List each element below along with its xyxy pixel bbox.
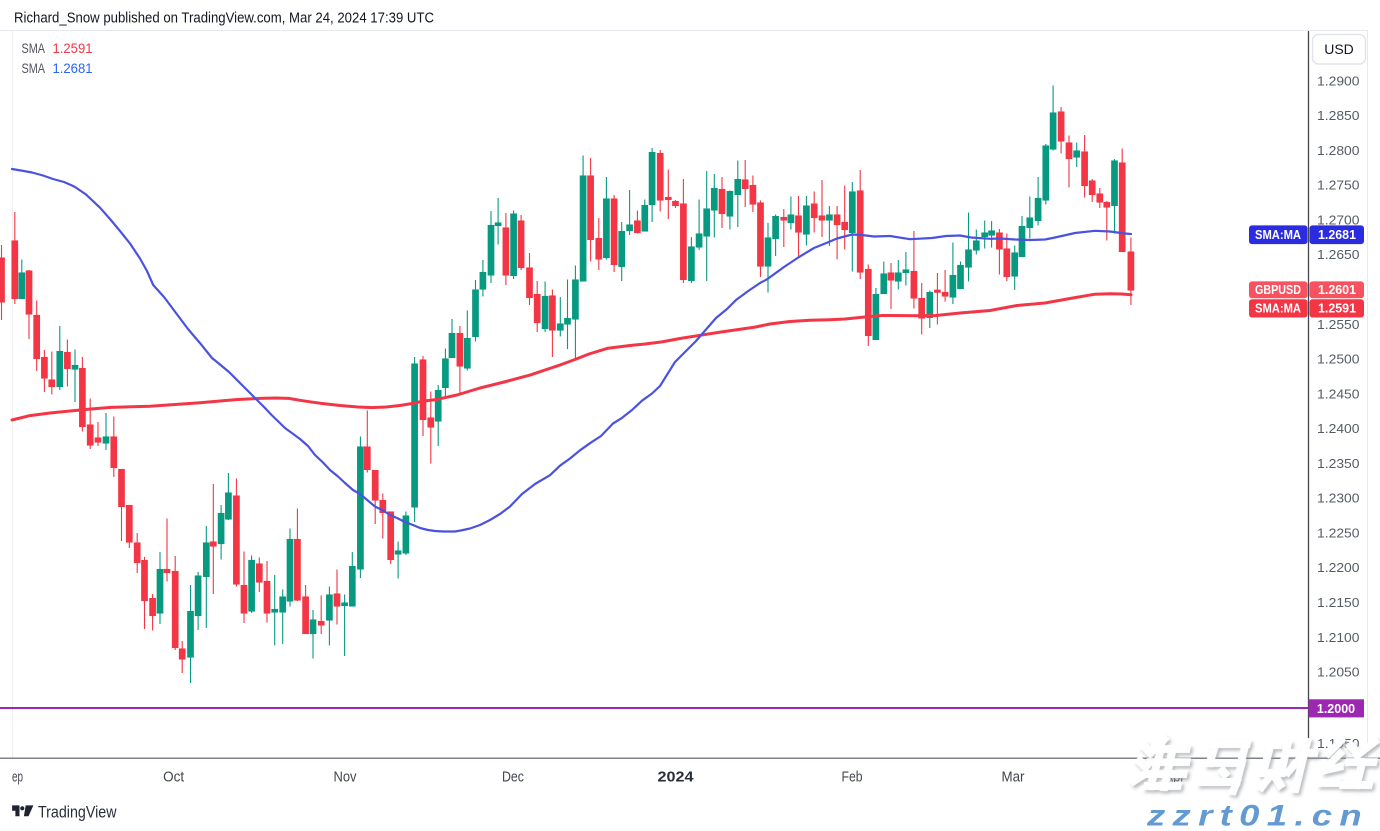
svg-text:SMA:MA: SMA:MA — [1255, 228, 1301, 242]
svg-text:ep: ep — [12, 768, 23, 785]
svg-text:SMA:MA: SMA:MA — [1255, 302, 1301, 316]
svg-text:USD: USD — [1324, 41, 1354, 57]
svg-text:1.2250: 1.2250 — [1317, 525, 1360, 540]
svg-text:1.2681: 1.2681 — [1318, 228, 1356, 242]
svg-text:2024: 2024 — [658, 768, 695, 785]
svg-text:1.2000: 1.2000 — [1317, 702, 1355, 716]
svg-text:1.2400: 1.2400 — [1317, 421, 1360, 436]
svg-text:Oct: Oct — [163, 768, 185, 785]
svg-text:1.2500: 1.2500 — [1317, 352, 1360, 367]
svg-text:zzrt01.cn: zzrt01.cn — [1146, 800, 1369, 831]
svg-text:1.2100: 1.2100 — [1317, 630, 1360, 645]
svg-text:SMA: SMA — [22, 60, 46, 76]
svg-text:1.2700: 1.2700 — [1317, 212, 1360, 227]
svg-text:Mar: Mar — [1002, 768, 1025, 785]
svg-text:1.2900: 1.2900 — [1317, 73, 1360, 88]
svg-text:1.2850: 1.2850 — [1317, 108, 1360, 123]
svg-text:1.2350: 1.2350 — [1317, 456, 1360, 471]
svg-text:1.2750: 1.2750 — [1317, 178, 1360, 193]
svg-text:1.2800: 1.2800 — [1317, 143, 1360, 158]
svg-text:1.2591: 1.2591 — [1318, 302, 1356, 316]
svg-text:1.2601: 1.2601 — [1318, 283, 1356, 297]
svg-text:Richard_Snow published on Trad: Richard_Snow published on TradingView.co… — [14, 10, 434, 26]
svg-text:TradingView: TradingView — [38, 804, 117, 822]
svg-text:1.2550: 1.2550 — [1317, 317, 1360, 332]
svg-text:1.2650: 1.2650 — [1317, 247, 1360, 262]
svg-text:1.2300: 1.2300 — [1317, 491, 1360, 506]
svg-text:1.2681: 1.2681 — [53, 60, 93, 76]
svg-text:Dec: Dec — [502, 768, 524, 785]
svg-text:GBPUSD: GBPUSD — [1255, 283, 1301, 297]
svg-text:1.2591: 1.2591 — [53, 40, 93, 56]
svg-text:SMA: SMA — [22, 40, 46, 56]
svg-text:1.2450: 1.2450 — [1317, 386, 1360, 401]
svg-text:1.2200: 1.2200 — [1317, 560, 1360, 575]
svg-text:Nov: Nov — [334, 768, 357, 785]
svg-text:1.2050: 1.2050 — [1317, 665, 1360, 680]
svg-text:1.2150: 1.2150 — [1317, 595, 1360, 610]
svg-text:Feb: Feb — [842, 768, 863, 785]
